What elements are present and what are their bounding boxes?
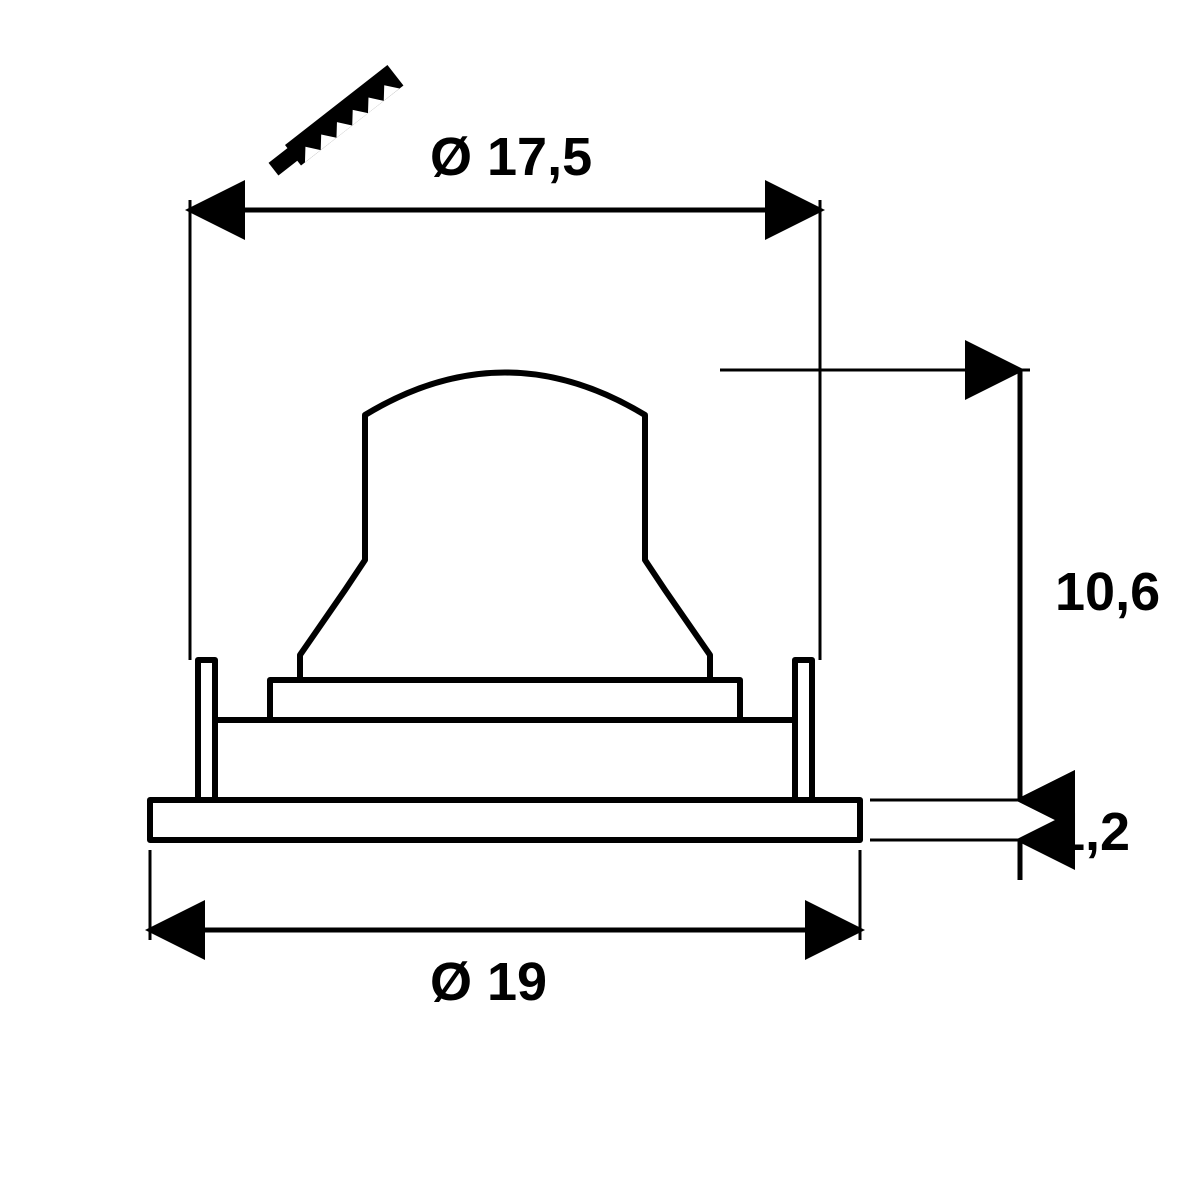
flange	[150, 800, 860, 840]
dimension-outer-diameter: Ø 19	[150, 930, 860, 1012]
outer-diameter-label: Ø 19	[430, 952, 547, 1012]
clip-left	[198, 660, 215, 800]
clip-right	[795, 660, 812, 800]
body-lower	[215, 720, 795, 800]
height-label: 10,6	[1055, 562, 1160, 622]
fixture-profile	[150, 373, 860, 841]
dimension-height: 10,6	[1020, 370, 1160, 800]
technical-drawing: Ø 17,5 Ø 19 10,6 1,2	[0, 0, 1200, 1200]
flange-thickness-label: 1,2	[1055, 802, 1130, 862]
body-step	[270, 680, 740, 720]
extension-lines	[150, 200, 1030, 940]
cutout-diameter-label: Ø 17,5	[430, 127, 592, 187]
saw-icon	[266, 65, 403, 180]
dome	[300, 373, 710, 681]
dimension-flange-thickness: 1,2	[1020, 760, 1130, 880]
